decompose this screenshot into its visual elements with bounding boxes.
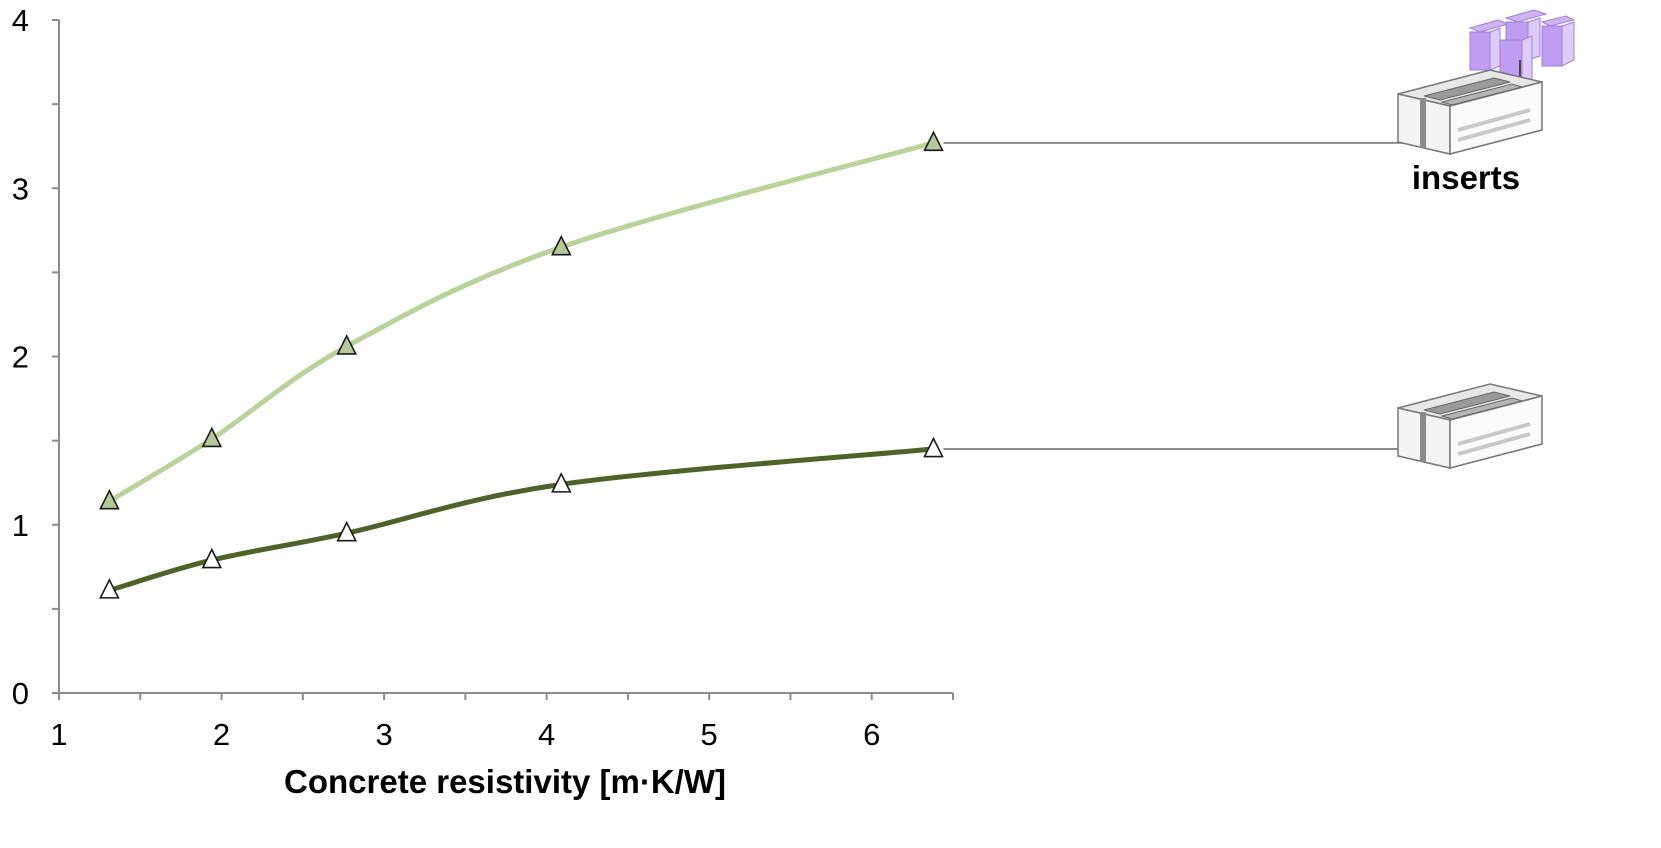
data-point-marker	[923, 436, 944, 458]
x-tick-label: 2	[213, 717, 230, 752]
data-point-marker	[923, 130, 944, 152]
y-tick-label: 0	[12, 676, 29, 711]
x-tick-label: 4	[538, 717, 555, 752]
block-with-inserts-icon	[1468, 9, 1576, 92]
series-layer	[99, 130, 944, 599]
leader-lines	[943, 141, 1430, 451]
series-line-0	[106, 140, 936, 504]
data-point-marker	[550, 472, 572, 493]
series-line-1	[106, 446, 936, 593]
data-point-marker	[201, 426, 223, 448]
x-tick-label: 3	[375, 717, 392, 752]
y-tick-label: 2	[12, 340, 29, 375]
x-axis-title: Concrete resistivity [m·K/W]	[284, 763, 726, 800]
block-with-inserts-icon-base	[1397, 69, 1543, 155]
x-tick-label: 1	[50, 717, 67, 752]
inserts-label: inserts	[1412, 159, 1520, 196]
y-tick-label: 1	[12, 508, 29, 543]
hollow-block-icon	[1397, 383, 1543, 469]
data-point-marker	[99, 488, 120, 510]
data-point-marker	[336, 334, 357, 355]
y-tick-label: 3	[12, 171, 29, 206]
x-tick-label: 5	[701, 717, 718, 752]
data-point-marker	[550, 234, 572, 256]
data-point-marker	[99, 578, 120, 599]
data-point-marker	[336, 520, 357, 542]
x-tick-label: 6	[863, 717, 880, 752]
data-point-marker	[201, 547, 223, 569]
y-tick-label: 4	[12, 3, 29, 38]
